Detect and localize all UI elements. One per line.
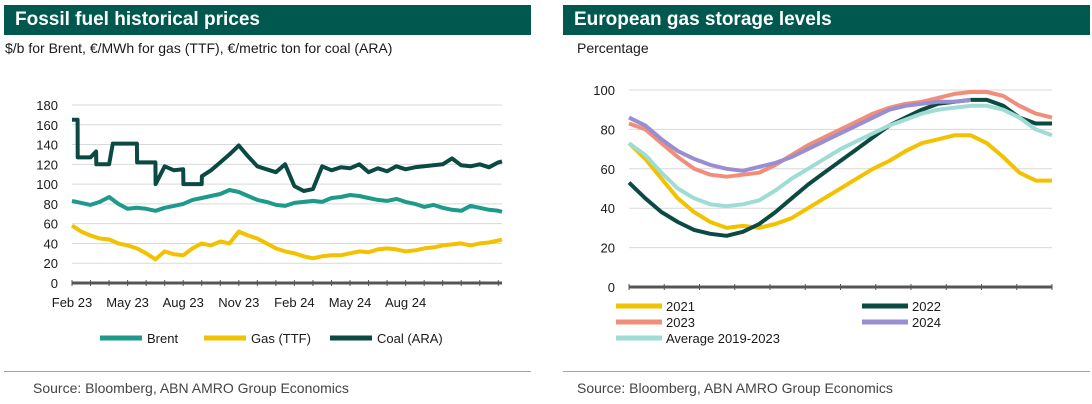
series-line <box>628 97 971 173</box>
y-tick-label: 60 <box>44 217 58 232</box>
x-tick-label: Nov 23 <box>218 295 259 310</box>
panel-subtitle: $/b for Brent, €/MWh for gas (TTF), €/me… <box>5 40 393 56</box>
x-tick-label: Feb 24 <box>274 295 314 310</box>
y-tick-label: 140 <box>36 138 58 153</box>
legend-label: Gas (TTF) <box>251 331 311 346</box>
y-tick-label: 20 <box>44 256 58 271</box>
series-line <box>627 103 1053 209</box>
series-line <box>72 117 503 193</box>
series-line <box>627 97 1052 238</box>
series-line <box>71 188 503 214</box>
gas-storage-chart: 0 20 40 60 80 100 2021 2022 2023 2024 Average 2019… <box>593 83 1053 346</box>
series-line <box>70 223 503 262</box>
y-tick-label: 20 <box>601 241 615 256</box>
series-line <box>628 90 1053 179</box>
divider <box>563 371 1090 372</box>
legend-label: Average 2019-2023 <box>666 331 780 346</box>
legend-label: 2024 <box>912 315 941 330</box>
panel-title: Fossil fuel historical prices <box>4 5 531 35</box>
legend-label: Coal (ARA) <box>377 331 443 346</box>
x-tick-label: May 24 <box>329 295 372 310</box>
source-note: Source: Bloomberg, ABN AMRO Group Econom… <box>33 380 349 396</box>
x-tick-label: Aug 23 <box>163 295 204 310</box>
y-tick-label: 100 <box>36 177 58 192</box>
fossil-fuel-chart: 0 20 40 60 80 100 120 140 160 180 Feb 23 May 23 Aug … <box>36 98 503 346</box>
legend-label: Brent <box>147 331 178 346</box>
fossil-fuel-panel: Fossil fuel historical prices $/b for Br… <box>0 0 533 404</box>
x-tick-label: Aug 24 <box>385 295 426 310</box>
series-line <box>627 133 1052 230</box>
legend-label: 2021 <box>666 299 695 314</box>
x-tick-label: Feb 23 <box>52 295 92 310</box>
y-tick-label: 0 <box>51 276 58 291</box>
y-tick-label: 80 <box>601 122 615 137</box>
legend-label: 2023 <box>666 315 695 330</box>
x-tick-label: May 23 <box>106 295 149 310</box>
gas-storage-panel: European gas storage levels Percentage 0… <box>559 0 1092 404</box>
y-tick-label: 180 <box>36 98 58 113</box>
divider <box>4 371 531 372</box>
y-tick-label: 0 <box>608 280 615 295</box>
y-tick-label: 80 <box>44 197 58 212</box>
legend-label: 2022 <box>912 299 941 314</box>
panel-subtitle: Percentage <box>577 40 649 56</box>
y-tick-label: 160 <box>36 118 58 133</box>
y-tick-label: 100 <box>593 83 615 98</box>
y-tick-label: 60 <box>601 162 615 177</box>
y-tick-label: 40 <box>601 201 615 216</box>
y-tick-label: 40 <box>44 236 58 251</box>
y-tick-label: 120 <box>36 157 58 172</box>
panel-title: European gas storage levels <box>563 5 1090 35</box>
source-note: Source: Bloomberg, ABN AMRO Group Econom… <box>577 380 893 396</box>
